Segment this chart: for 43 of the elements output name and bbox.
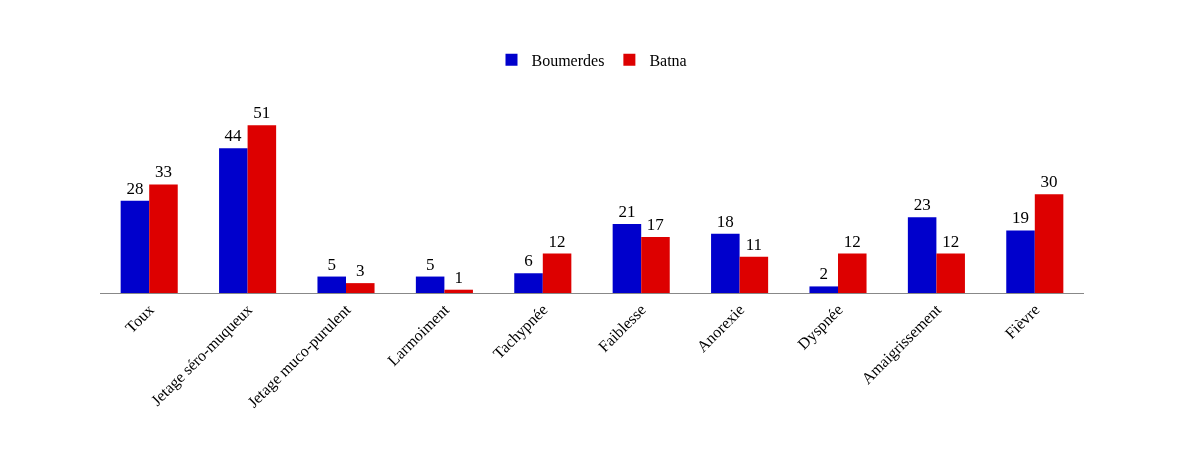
data-label: 21 [618, 201, 636, 221]
data-label: 12 [548, 231, 566, 251]
bar [838, 253, 867, 293]
bar [317, 276, 346, 293]
data-label: 2 [819, 264, 828, 284]
bar [542, 253, 572, 293]
data-label: 18 [716, 211, 734, 231]
bar [907, 217, 937, 293]
data-label: 33 [154, 162, 172, 182]
data-label: 17 [646, 215, 665, 235]
bar [1006, 230, 1035, 293]
data-label: 5 [425, 254, 435, 274]
bar [809, 286, 838, 293]
data-label: 28 [126, 178, 144, 198]
bar [711, 233, 740, 293]
bar [120, 200, 150, 293]
data-label: 44 [224, 126, 243, 146]
data-label: 51 [253, 103, 271, 123]
bar [444, 289, 473, 293]
bar [514, 273, 543, 293]
bar [346, 283, 375, 293]
bar [415, 276, 445, 293]
legend-label: Batna [649, 51, 687, 69]
bar [219, 148, 248, 293]
data-label: 30 [1040, 172, 1058, 192]
data-label: 23 [913, 195, 931, 215]
bar [612, 223, 642, 293]
data-label: 19 [1012, 208, 1030, 228]
bar [1034, 194, 1064, 293]
bar [149, 184, 178, 293]
data-label: 3 [356, 261, 365, 281]
legend-label: Boumerdes [531, 51, 605, 69]
bar [936, 253, 965, 293]
data-label: 1 [454, 267, 463, 287]
bar [739, 256, 769, 293]
data-label: 12 [942, 231, 960, 251]
x-tick-label: Toux [121, 300, 157, 337]
data-label: 11 [745, 234, 763, 254]
data-label: 6 [524, 251, 533, 271]
data-label: 12 [843, 231, 861, 251]
bar [247, 125, 277, 293]
data-label: 5 [327, 254, 336, 274]
bar [641, 237, 670, 293]
